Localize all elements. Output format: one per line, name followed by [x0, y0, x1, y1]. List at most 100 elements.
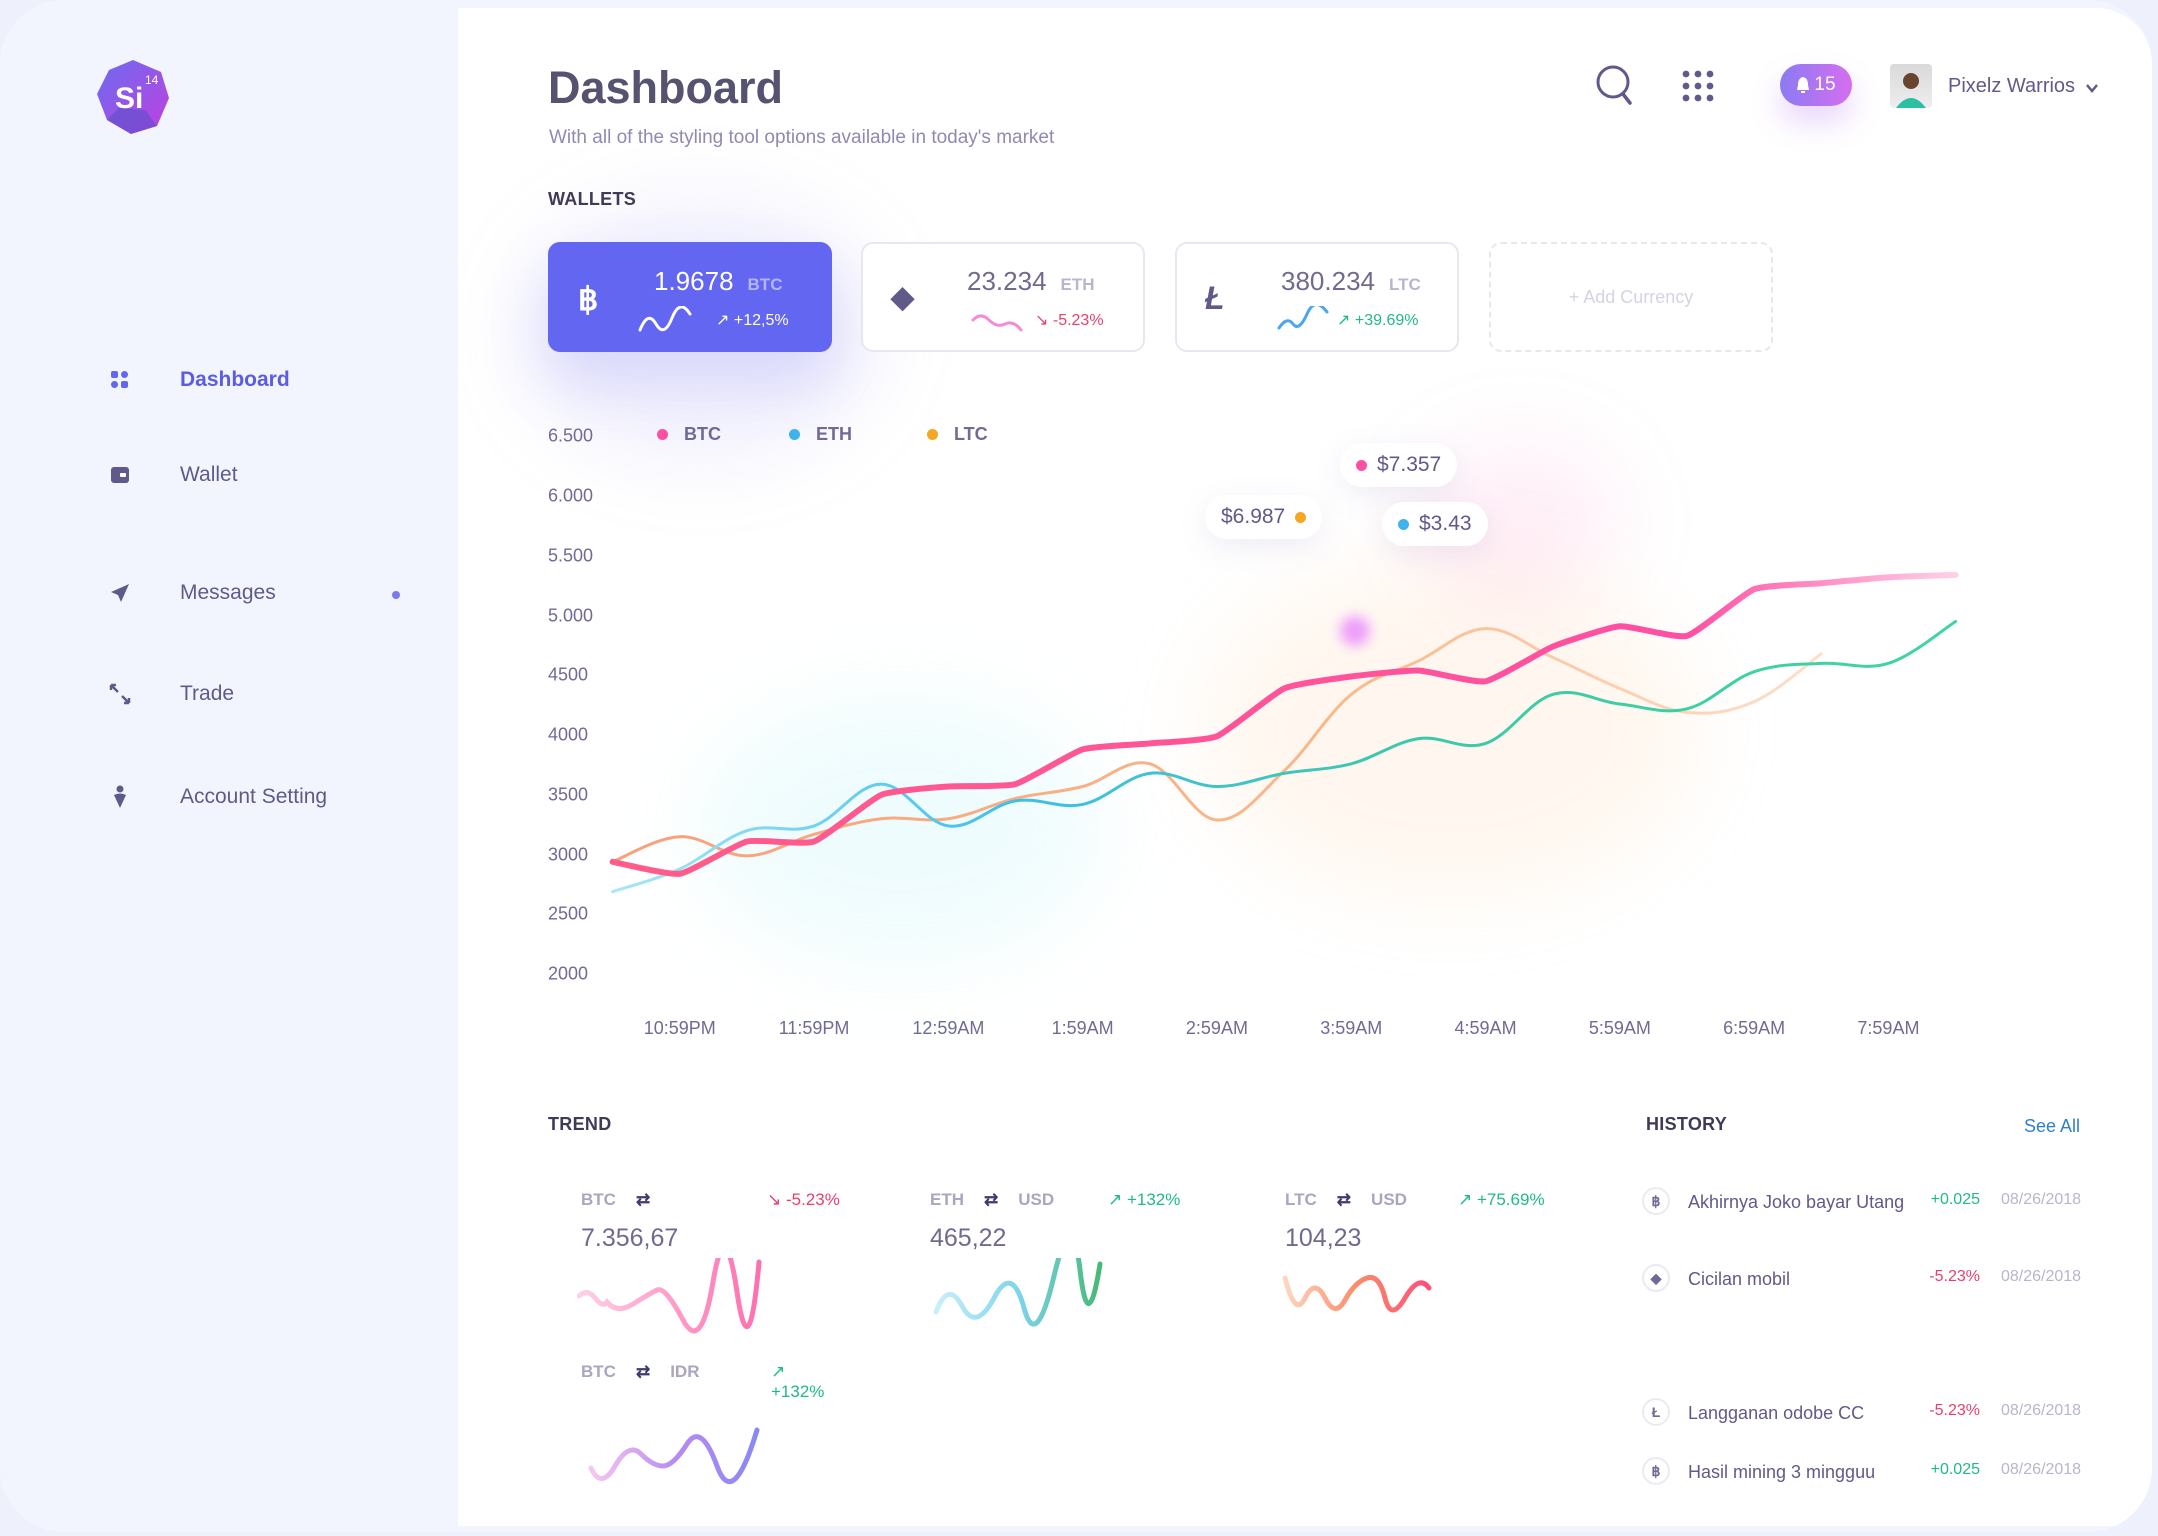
pair: BTC ⇄	[581, 1190, 841, 1210]
swap-icon: ⇄	[635, 1190, 651, 1209]
sidebar-item-dashboard[interactable]: Dashboard	[108, 368, 290, 392]
swap-icon: ⇄	[1336, 1190, 1352, 1209]
sidebar-item-messages[interactable]: Messages	[108, 581, 276, 605]
currency-code: BTC	[747, 275, 783, 294]
ethereum-icon: ◆	[891, 281, 915, 314]
logo-gem-icon: Si 14	[97, 60, 169, 134]
tooltip-dot	[1295, 511, 1307, 523]
sparkline-icon	[638, 306, 692, 332]
tooltip-dot	[1398, 518, 1409, 530]
trend-change: ↗ +132%	[771, 1362, 825, 1401]
y-tick-label: 2000	[548, 963, 589, 984]
sidebar-item-wallet[interactable]: Wallet	[108, 463, 238, 487]
ethereum-icon: ◆	[1642, 1264, 1670, 1292]
apps-grid-icon[interactable]	[1682, 70, 1716, 109]
change-value: -5.23%	[785, 1190, 840, 1209]
see-all-link[interactable]: See All	[2024, 1116, 2081, 1136]
wallet-card-ltc[interactable]: Ł 380.234 LTC ↗ +39.69%	[1175, 242, 1459, 352]
trend-sparkline	[588, 1427, 760, 1485]
y-tick-label: 5.500	[548, 545, 594, 566]
legend-label: ETH	[816, 424, 852, 444]
x-tick-label: 12:59AM	[912, 1018, 985, 1038]
swap-icon: ⇄	[635, 1362, 651, 1381]
arrows-exchange-icon	[108, 682, 132, 706]
base-currency: LTC	[1285, 1190, 1317, 1209]
base-currency: ETH	[930, 1190, 964, 1209]
add-currency-button[interactable]: + Add Currency	[1489, 242, 1773, 352]
sidebar-item-label: Account Setting	[180, 785, 328, 808]
x-tick-label: 1:59AM	[1051, 1018, 1114, 1038]
trend-card-btc-idr[interactable]: BTC ⇄ IDR ↗ +132%	[581, 1362, 841, 1485]
change-value: +39.69%	[1354, 312, 1419, 329]
x-tick-label: 5:59AM	[1588, 1018, 1651, 1038]
wallet-amount: 23.234 ETH	[967, 266, 1095, 297]
wallet-amount: 380.234 LTC	[1281, 266, 1421, 297]
glow	[700, 700, 1100, 960]
change-value: +12,5%	[733, 312, 789, 329]
history-date: 08/26/2018	[2001, 1461, 2082, 1478]
trend-sparkline	[1282, 1274, 1432, 1313]
legend-item-ltc[interactable]: LTC	[927, 424, 988, 445]
sidebar-item-account-setting[interactable]: Account Setting	[108, 785, 327, 809]
price-line-chart	[609, 571, 1959, 894]
legend-item-eth[interactable]: ETH	[789, 424, 852, 445]
quote-currency: USD	[1018, 1190, 1055, 1209]
x-tick-label: 7:59AM	[1857, 1018, 1920, 1038]
trend-change: ↗ +132%	[1108, 1190, 1181, 1209]
amount-value: 23.234	[967, 266, 1047, 296]
svg-text:14: 14	[145, 73, 159, 87]
dashboard-icon	[108, 368, 132, 392]
wallet-card-eth[interactable]: ◆ 23.234 ETH ↘ -5.23%	[861, 242, 1145, 352]
history-date: 08/26/2018	[2001, 1268, 2082, 1285]
sidebar-item-trade[interactable]: Trade	[108, 682, 234, 706]
trend-value: 7.356,67	[581, 1224, 679, 1252]
paper-plane-icon	[108, 581, 132, 605]
chevron-down-icon[interactable]	[2086, 80, 2098, 98]
user-name[interactable]: Pixelz Warrios	[1948, 75, 2076, 97]
tooltip-ltc: $6.987	[1205, 495, 1323, 539]
history-title: Hasil mining 3 mingguu	[1688, 1462, 1876, 1482]
quote-currency: USD	[1371, 1190, 1407, 1209]
trend-heading: TREND	[548, 1114, 612, 1134]
x-tick-label: 3:59AM	[1320, 1018, 1383, 1038]
trend-card-eth-usd[interactable]: ETH ⇄ USD ↗ +132% 465,22	[930, 1190, 1190, 1327]
history-amount: +0.025	[1930, 1191, 1980, 1208]
litecoin-icon: Ł	[1205, 280, 1225, 316]
base-currency: BTC	[581, 1190, 616, 1209]
amount-value: 1.9678	[654, 266, 734, 296]
tooltip-value: $6.987	[1221, 505, 1286, 528]
wallet-card-btc[interactable]: ฿ 1.9678 BTC ↗ +12,5%	[548, 242, 832, 352]
avatar[interactable]	[1890, 64, 1932, 108]
wallet-amount: 1.9678 BTC	[654, 266, 782, 297]
svg-text:Si: Si	[115, 82, 143, 115]
page-subtitle: With all of the styling tool options ava…	[549, 127, 1055, 148]
sparkline-icon	[1277, 306, 1329, 330]
search-icon[interactable]	[1595, 64, 1635, 111]
history-title: Akhirnya Joko bayar Utang	[1688, 1192, 1905, 1212]
sparkline-icon	[971, 314, 1023, 332]
series-line-eth	[611, 619, 1958, 894]
y-tick-label: 6.000	[548, 485, 594, 506]
bitcoin-icon: ฿	[1642, 1187, 1670, 1215]
trend-value: 104,23	[1285, 1224, 1362, 1252]
history-amount: +0.025	[1930, 1461, 1980, 1478]
x-tick-label: 10:59PM	[643, 1018, 716, 1038]
trend-sparkline	[933, 1258, 1103, 1327]
trend-card-ltc-usd[interactable]: LTC ⇄ USD ↗ +75.69% 104,23	[1282, 1190, 1545, 1313]
sidebar: Si 14 Dashboard Wallet Messages Trade Ac…	[0, 0, 458, 1532]
notifications-button[interactable]: 15	[1780, 64, 1852, 106]
trend-change: ↘ -5.23%	[767, 1190, 840, 1209]
history-date: 08/26/2018	[2001, 1191, 2082, 1208]
tooltip-eth: $3.43	[1382, 502, 1488, 546]
bitcoin-icon: ฿	[1642, 1457, 1670, 1485]
x-tick-label: 4:59AM	[1454, 1018, 1517, 1038]
logo[interactable]: Si 14	[95, 58, 171, 134]
history-amount: -5.23%	[1929, 1402, 1980, 1419]
legend-item-btc[interactable]: BTC	[657, 424, 721, 445]
sidebar-item-label: Wallet	[180, 463, 238, 486]
history-title: Langganan odobe CC	[1688, 1403, 1865, 1423]
trend-sparkline	[577, 1258, 762, 1334]
trend-card-btc[interactable]: BTC ⇄ ↘ -5.23% 7.356,67	[577, 1190, 841, 1334]
wallet-icon	[108, 463, 132, 487]
series-line-ltc	[611, 627, 1823, 864]
